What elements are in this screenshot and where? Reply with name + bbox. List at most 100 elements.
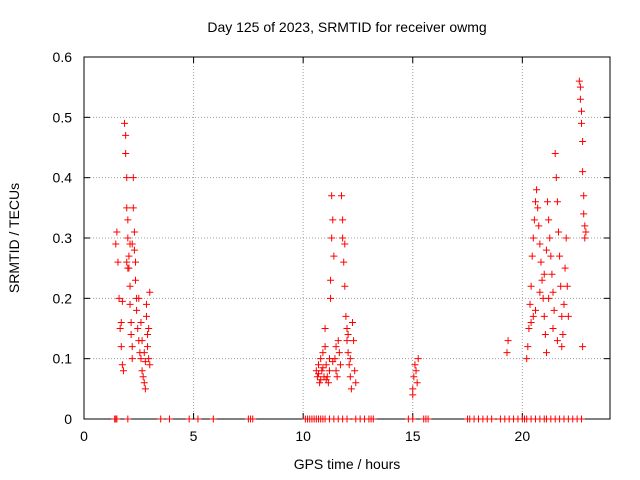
data-point bbox=[546, 234, 554, 242]
data-point bbox=[533, 186, 541, 194]
data-point bbox=[344, 349, 352, 357]
data-point bbox=[582, 228, 590, 236]
data-point bbox=[329, 358, 337, 366]
data-point bbox=[350, 337, 358, 345]
data-point bbox=[545, 216, 553, 224]
baseline-marker bbox=[194, 415, 202, 423]
baseline-marker bbox=[343, 415, 351, 423]
data-point bbox=[528, 252, 536, 260]
data-point bbox=[413, 379, 421, 387]
data-point bbox=[342, 312, 350, 320]
data-point bbox=[118, 297, 126, 305]
data-point bbox=[409, 385, 417, 393]
data-point bbox=[142, 300, 150, 308]
data-point bbox=[127, 331, 135, 339]
data-point bbox=[134, 325, 142, 332]
data-point bbox=[140, 379, 148, 387]
baseline-marker bbox=[209, 415, 217, 423]
data-point bbox=[526, 300, 534, 308]
data-point bbox=[138, 367, 146, 375]
data-point bbox=[141, 358, 149, 366]
data-point bbox=[126, 282, 134, 290]
data-point bbox=[128, 240, 136, 248]
data-point bbox=[536, 240, 544, 248]
data-point bbox=[327, 276, 335, 284]
data-point bbox=[576, 95, 584, 103]
data-point bbox=[119, 367, 127, 375]
data-point bbox=[560, 300, 568, 308]
x-tick-label: 0 bbox=[80, 428, 88, 444]
data-point bbox=[327, 294, 335, 302]
data-point bbox=[137, 318, 145, 326]
data-point bbox=[556, 252, 564, 260]
data-point bbox=[548, 270, 556, 278]
data-point bbox=[336, 361, 344, 369]
chart-title: Day 125 of 2023, SRMTID for receiver owm… bbox=[207, 19, 486, 35]
data-point bbox=[540, 270, 548, 278]
data-point bbox=[144, 343, 152, 351]
data-point bbox=[332, 367, 340, 375]
data-point bbox=[541, 331, 549, 339]
data-point bbox=[315, 361, 323, 369]
data-point bbox=[123, 204, 131, 212]
data-point bbox=[112, 240, 120, 248]
data-point bbox=[328, 234, 336, 242]
data-point bbox=[352, 379, 360, 387]
data-point bbox=[129, 174, 137, 182]
y-tick-label: 0.2 bbox=[53, 290, 73, 306]
data-point bbox=[578, 107, 586, 115]
data-point bbox=[581, 234, 589, 242]
data-point bbox=[114, 258, 122, 266]
baseline-marker bbox=[185, 415, 193, 423]
data-point bbox=[580, 210, 588, 218]
y-tick-label: 0.6 bbox=[53, 49, 73, 65]
data-point bbox=[330, 252, 338, 260]
y-axis: 0 0.1 0.2 0.3 0.4 0.5 0.6 bbox=[53, 49, 610, 427]
data-point bbox=[339, 216, 347, 224]
data-point bbox=[537, 258, 545, 266]
x-axis: 0 5 10 15 20 bbox=[80, 57, 530, 444]
data-point bbox=[117, 318, 125, 326]
data-point bbox=[564, 312, 572, 320]
data-point bbox=[579, 137, 587, 145]
data-point bbox=[534, 204, 542, 212]
data-point bbox=[343, 325, 351, 332]
y-axis-label: SRMTID / TECUs bbox=[6, 183, 22, 293]
data-point bbox=[550, 306, 558, 314]
data-point bbox=[557, 282, 565, 290]
data-point bbox=[579, 168, 587, 176]
baseline-marker bbox=[165, 415, 173, 423]
data-point bbox=[146, 361, 154, 369]
data-point bbox=[335, 349, 343, 357]
data-point bbox=[325, 367, 333, 375]
data-point bbox=[125, 252, 133, 260]
data-point bbox=[325, 355, 333, 363]
data-point bbox=[523, 355, 531, 363]
data-point bbox=[525, 325, 533, 332]
data-point bbox=[542, 349, 550, 357]
baseline-marker bbox=[249, 415, 257, 423]
data-point bbox=[551, 150, 559, 158]
data-point bbox=[554, 228, 562, 236]
y-tick-label: 0.5 bbox=[53, 109, 73, 125]
y-tick-label: 0.4 bbox=[53, 170, 73, 186]
data-point bbox=[340, 258, 348, 266]
data-point bbox=[332, 343, 340, 351]
data-point bbox=[328, 192, 336, 200]
x-tick-label: 20 bbox=[515, 428, 531, 444]
data-point bbox=[411, 361, 419, 369]
data-point bbox=[334, 337, 342, 345]
data-point bbox=[321, 343, 329, 351]
x-axis-label: GPS time / hours bbox=[294, 456, 401, 472]
data-point bbox=[341, 240, 349, 248]
data-point bbox=[132, 258, 140, 266]
data-point bbox=[127, 318, 135, 326]
data-point bbox=[321, 325, 329, 332]
baseline-marker bbox=[124, 415, 132, 423]
data-point bbox=[113, 228, 121, 236]
data-point bbox=[323, 373, 331, 381]
data-point bbox=[547, 252, 555, 260]
data-point bbox=[581, 222, 589, 230]
data-point bbox=[126, 300, 134, 308]
